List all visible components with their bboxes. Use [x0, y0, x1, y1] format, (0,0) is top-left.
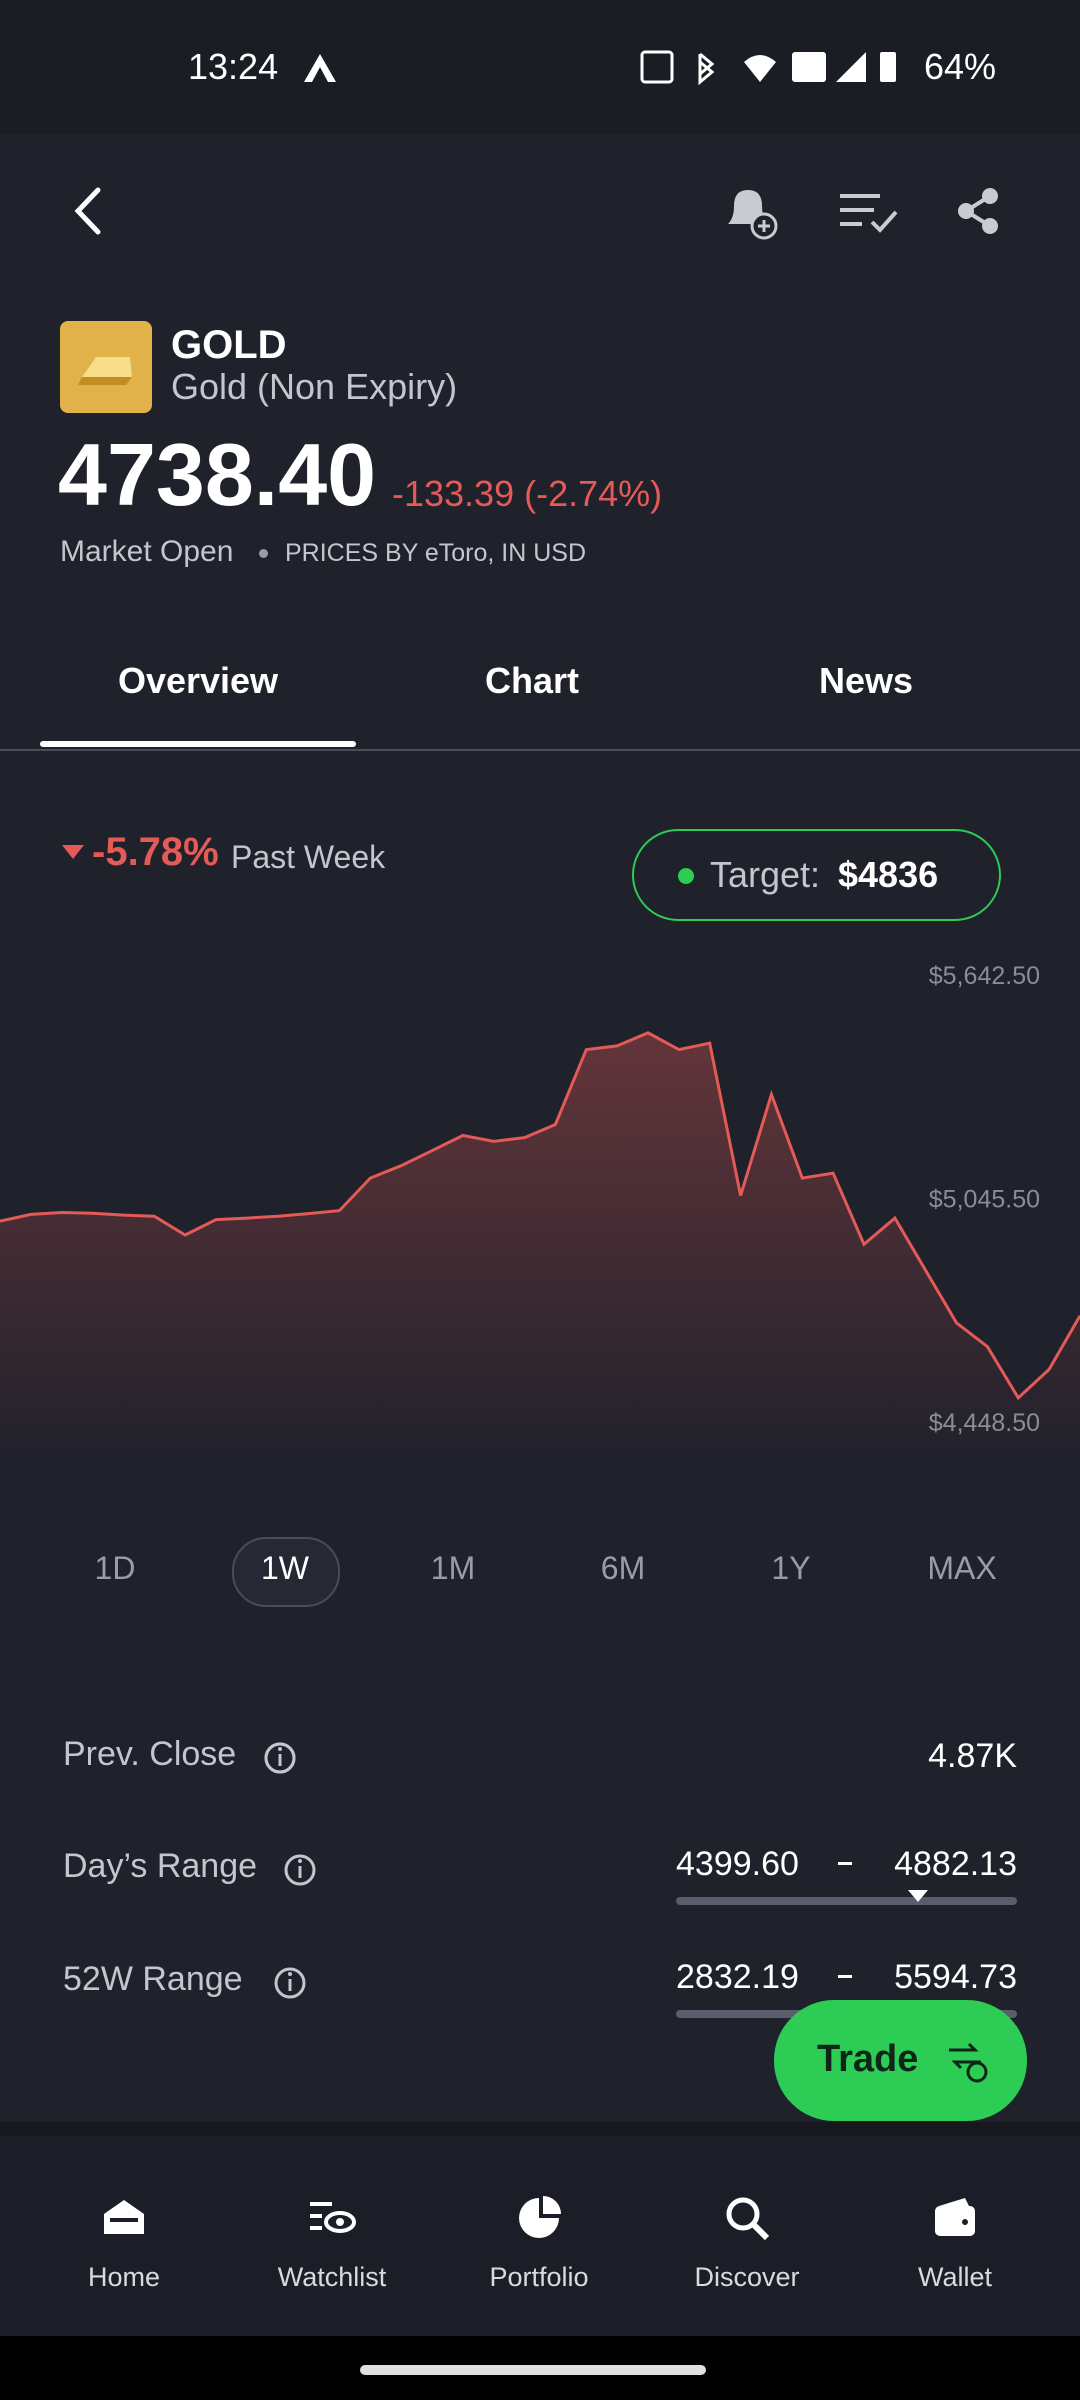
range-button[interactable]: 6M [600, 1550, 646, 1586]
nav-divider [0, 2122, 1080, 2136]
y-tick-label: $5,045.50 [929, 1186, 1040, 1214]
asset-symbol: GOLD [171, 323, 287, 367]
range-marker [908, 1890, 928, 1902]
range-dash [838, 1862, 852, 1865]
tab-news[interactable]: News [818, 660, 914, 701]
range-button[interactable]: 1M [430, 1550, 476, 1586]
range-button[interactable]: 1D [94, 1550, 136, 1586]
battery-level: 64% [924, 46, 997, 87]
stat-label: 52W Range [63, 1960, 243, 1998]
price-area [0, 1032, 1080, 1469]
stat-label: Day’s Range [63, 1847, 258, 1885]
asset-price: 4738.40 [58, 425, 377, 524]
stat-value: 4.87K [928, 1737, 1017, 1775]
down-arrow [62, 845, 84, 859]
range-button[interactable]: 1Y [771, 1550, 811, 1586]
nav-item[interactable]: Discover [694, 2262, 800, 2292]
status-bar [0, 0, 1080, 135]
status-icons [640, 50, 896, 86]
home-handle [360, 2365, 706, 2375]
status-time: 13:24 [188, 46, 279, 87]
market-status: Market Open [60, 535, 234, 568]
period-label: Past Week [231, 839, 386, 875]
range-button[interactable]: MAX [927, 1550, 997, 1586]
back-button[interactable] [70, 186, 110, 236]
watchlist-button[interactable] [838, 190, 900, 234]
price-chart: $5,642.50 $5,045.50 $4,448.50 [0, 962, 1080, 1469]
asset-icon [60, 321, 152, 413]
range-selected [232, 1537, 340, 1607]
nav-icon [726, 2197, 770, 2241]
price-source: PRICES BY eToro, IN USD [285, 539, 587, 567]
target-value: $4836 [838, 854, 939, 895]
nav-icon [935, 2198, 975, 2236]
trade-label: Trade [817, 2038, 919, 2080]
target-dot [678, 868, 694, 884]
range-low: 2832.19 [676, 1958, 799, 1996]
tab-indicator [40, 741, 356, 747]
nav-item[interactable]: Portfolio [489, 2262, 589, 2292]
alert-button[interactable] [720, 184, 780, 240]
range-high: 4882.13 [894, 1845, 1017, 1883]
separator-dot [259, 549, 268, 558]
range-low: 4399.60 [676, 1845, 799, 1883]
share-button[interactable] [954, 186, 1004, 236]
y-tick-label: $4,448.50 [929, 1409, 1040, 1437]
target-label: Target: [710, 854, 821, 895]
nav-icon [310, 2202, 356, 2233]
period-change: -5.78% [92, 830, 219, 874]
app-icon [304, 54, 336, 82]
nav-icon [519, 2196, 561, 2238]
nav-icon [104, 2200, 144, 2234]
trade-icon [949, 2042, 988, 2083]
tab-chart[interactable]: Chart [484, 660, 579, 701]
info-icons [264, 1742, 316, 1999]
range-button[interactable]: 1W [261, 1550, 309, 1586]
range-dash [838, 1975, 852, 1978]
tab-overview[interactable]: Overview [117, 660, 279, 701]
target-pill[interactable] [632, 829, 1001, 921]
asset-name: Gold (Non Expiry) [171, 366, 458, 407]
trade-button[interactable] [774, 2000, 1027, 2121]
nav-item[interactable]: Watchlist [277, 2262, 387, 2292]
y-tick-label: $5,642.50 [929, 962, 1040, 990]
range-high: 5594.73 [894, 1958, 1017, 1996]
price-change: -133.39 (-2.74%) [392, 473, 663, 514]
range-bar [676, 1897, 1017, 1905]
nav-item[interactable]: Home [87, 2262, 161, 2292]
price-line [0, 1031, 1080, 1401]
nav-item[interactable]: Wallet [917, 2262, 992, 2292]
tab-divider [0, 749, 1080, 751]
stat-label: Prev. Close [63, 1735, 237, 1773]
